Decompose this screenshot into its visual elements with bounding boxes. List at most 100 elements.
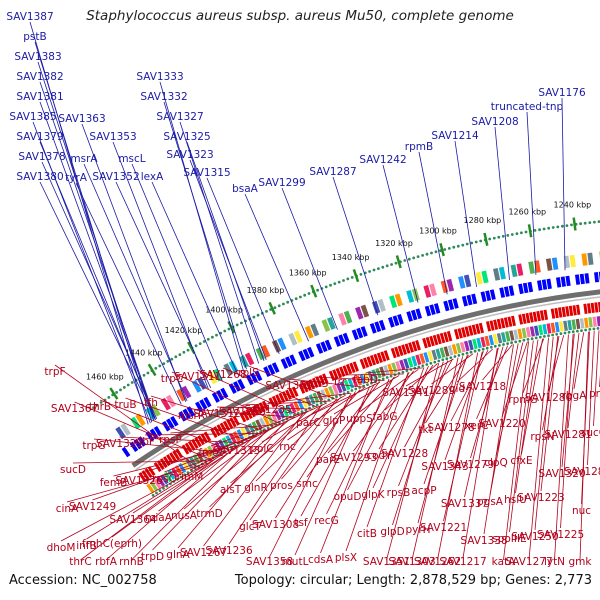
reverse-label-line <box>404 359 453 448</box>
forward-gene-arrow <box>233 381 242 392</box>
forward-cds-block <box>569 254 576 268</box>
forward-gene-arrow <box>170 415 179 427</box>
reverse-gene-label: codY <box>366 450 392 462</box>
scale-dot <box>350 276 354 279</box>
forward-cds-block <box>481 270 489 284</box>
forward-gene-arrow <box>199 399 208 410</box>
forward-gene-arrow <box>546 278 552 290</box>
reverse-label-line <box>470 346 504 459</box>
reverse-gene-label: SAV1320 <box>538 468 585 480</box>
reverse-label-line <box>111 445 239 538</box>
reverse-label-line <box>548 335 565 392</box>
scale-dot <box>407 257 411 261</box>
scale-dot <box>158 364 162 368</box>
reverse-gene-label: SAV1343 <box>421 461 468 473</box>
forward-gene-arrow <box>438 301 445 313</box>
reverse-gene-arrow <box>369 355 377 366</box>
reverse-gene-arrow <box>281 391 289 402</box>
forward-gene-arrow <box>338 334 346 346</box>
reverse-gene-label: nuc <box>572 505 591 517</box>
scale-dot <box>592 327 596 331</box>
forward-gene-arrow <box>494 288 501 299</box>
forward-gene-label: SAV1325 <box>163 131 210 143</box>
reverse-label-line <box>105 447 235 561</box>
scale-dot <box>580 329 583 332</box>
forward-cds-block <box>191 379 202 393</box>
scale-dot <box>547 334 550 338</box>
scale-dot <box>555 332 559 336</box>
scale-dot <box>337 280 341 284</box>
reverse-label-line <box>197 369 299 416</box>
forward-gene-arrow <box>224 385 233 397</box>
scale-dot <box>567 330 571 334</box>
reverse-gene-arrow <box>356 360 363 371</box>
reverse-label-line <box>320 378 390 554</box>
scale-dot <box>456 244 460 248</box>
forward-cds-block <box>115 426 126 440</box>
reverse-gene-arrow <box>352 361 359 372</box>
reverse-cds-block <box>415 354 422 366</box>
scale-dot <box>126 383 130 387</box>
reverse-gene-arrow <box>219 422 228 433</box>
reverse-gene-label: SAV1235 <box>244 404 291 416</box>
reverse-label-line <box>405 358 454 387</box>
reverse-label-line <box>509 340 534 533</box>
reverse-label-line <box>191 408 295 418</box>
forward-label-line <box>81 123 187 402</box>
reverse-gene-arrow <box>543 309 549 321</box>
reverse-gene-arrow <box>258 402 266 413</box>
forward-cds-block <box>332 314 342 328</box>
reverse-cds-block <box>411 355 418 367</box>
reverse-label-line <box>560 333 574 529</box>
reverse-gene-label: opuD <box>334 491 362 503</box>
forward-label-line <box>418 151 448 295</box>
forward-cds-block <box>165 394 177 408</box>
scale-dot <box>115 391 118 394</box>
forward-gene-label: SAV1333 <box>136 71 183 83</box>
reverse-gene-arrow <box>461 327 467 338</box>
reverse-gene-arrow <box>181 444 190 455</box>
scale-dot <box>421 364 425 368</box>
reverse-gene-label: SAV1359 <box>265 380 312 392</box>
reverse-gene-arrow <box>363 357 370 368</box>
forward-cds-block <box>197 377 207 390</box>
scale-dot <box>461 352 465 356</box>
reverse-gene-label: trpG <box>82 440 105 452</box>
reverse-label-line <box>125 397 248 441</box>
reverse-gene-arrow <box>335 367 343 379</box>
scale-dot <box>346 390 350 394</box>
scale-dot <box>551 333 554 337</box>
reverse-cds-block <box>149 481 159 492</box>
scale-dot <box>366 383 369 386</box>
forward-cds-block <box>186 382 197 396</box>
reverse-cds-block <box>492 333 499 345</box>
reverse-label-line <box>587 330 595 466</box>
scale-dot <box>416 255 420 258</box>
reverse-gene-arrow <box>450 329 456 341</box>
reverse-gene-label: trmD <box>196 508 223 520</box>
reverse-label-line <box>203 413 304 547</box>
reverse-label-line <box>554 334 569 561</box>
forward-gene-arrow <box>392 315 400 327</box>
reverse-gene-label: gid <box>449 383 465 395</box>
forward-cds-block <box>540 259 547 272</box>
reverse-cds-block <box>419 353 426 364</box>
reverse-gene-arrow <box>376 352 383 363</box>
reverse-label-line <box>86 455 221 540</box>
reverse-gene-arrow <box>342 365 349 376</box>
forward-label-line <box>115 181 212 389</box>
reverse-cds-block <box>255 419 263 430</box>
reverse-cds-block <box>596 316 600 327</box>
reverse-cds-block <box>281 406 290 417</box>
reverse-gene-label: hslU <box>504 494 527 506</box>
reverse-gene-arrow <box>432 334 439 346</box>
reverse-gene-label: SAV1358 <box>246 556 293 568</box>
reverse-cds-block <box>463 340 470 352</box>
reverse-gene-label: miaA <box>145 512 173 524</box>
forward-cds-block <box>510 264 518 278</box>
scale-tick <box>483 232 489 246</box>
forward-label-line <box>382 164 419 303</box>
forward-cds-block <box>223 363 234 376</box>
scale-dot <box>530 337 534 341</box>
forward-gene-arrow <box>508 285 515 296</box>
